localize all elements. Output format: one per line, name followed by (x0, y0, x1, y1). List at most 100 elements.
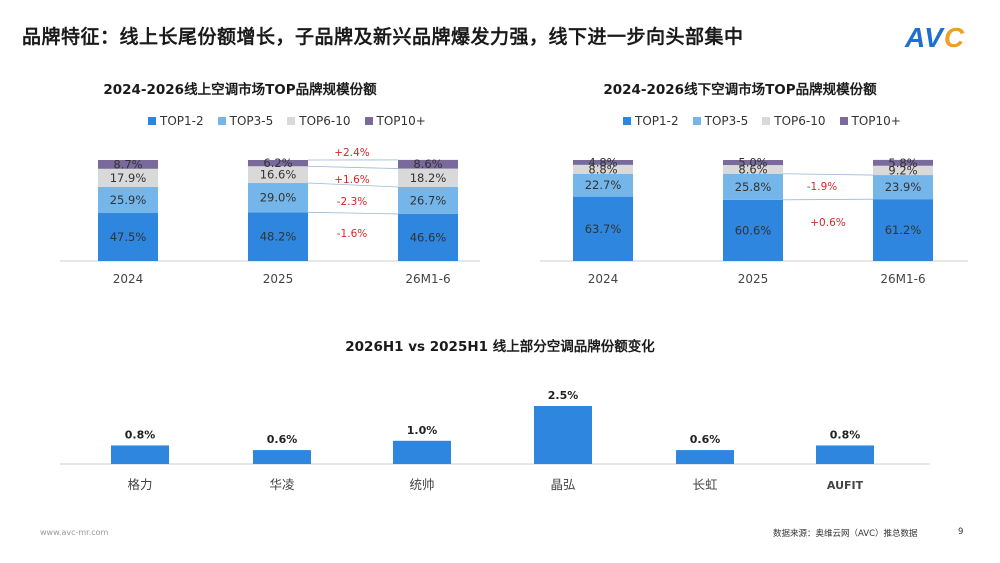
brand-value-label: 0.6% (690, 433, 721, 446)
online-chart-title: 2024-2026线上空调市场TOP品牌规模份额 (103, 82, 377, 98)
bar-segment-top6-10 (398, 168, 458, 187)
data-label: 25.9% (110, 193, 147, 207)
category-label: 26M1-6 (880, 272, 925, 286)
bar-segment-top1-2 (98, 213, 158, 261)
change-label: +0.6% (810, 217, 845, 229)
category-label: 2024 (588, 272, 619, 286)
bar-segment-top3-5 (873, 175, 933, 200)
online-legend: TOP1-2 TOP3-5 TOP6-10 TOP10+ (148, 114, 426, 128)
brand-change-chart-title: 2026H1 vs 2025H1 线上部分空调品牌份额变化 (345, 339, 655, 355)
category-label: 2025 (263, 272, 294, 286)
category-label: 2024 (113, 272, 144, 286)
offline-legend: TOP1-2 TOP3-5 TOP6-10 TOP10+ (623, 114, 901, 128)
bar-segment-top10-plus (723, 160, 783, 166)
bar-segment-top10-plus (98, 160, 158, 169)
data-label: 46.6% (410, 230, 447, 244)
data-label: 8.8% (588, 162, 617, 176)
legend-item-top6-10: TOP6-10 (287, 114, 351, 128)
brand-bar (253, 450, 311, 464)
bar-segment-top6-10 (873, 165, 933, 176)
bar-segment-top10-plus (248, 160, 308, 167)
brand-value-label: 0.8% (125, 428, 156, 441)
legend-item-top3-5: TOP3-5 (217, 114, 273, 128)
offline-chart-title: 2024-2026线下空调市场TOP品牌规模份额 (603, 82, 877, 98)
bar-segment-top10-plus (398, 159, 458, 169)
page-title: 品牌特征：线上长尾份额增长，子品牌及新兴品牌爆发力强，线下进一步向头部集中 (22, 26, 744, 48)
brand-value-label: 0.8% (830, 428, 861, 441)
change-label: -1.9% (807, 181, 837, 193)
bar-segment-top1-2 (573, 196, 633, 261)
data-label: 16.6% (260, 168, 297, 182)
bar-segment-top1-2 (248, 212, 308, 261)
data-label: 18.2% (410, 171, 447, 185)
data-label: 47.5% (110, 230, 147, 244)
data-label: 25.8% (735, 180, 772, 194)
data-label: 4.8% (588, 155, 617, 169)
bar-segment-top10-plus (573, 160, 633, 165)
brand-bar (816, 445, 874, 464)
data-label: 29.0% (260, 191, 297, 205)
bar-segment-top6-10 (248, 166, 308, 184)
data-label: 8.6% (738, 162, 767, 176)
bar-segment-top1-2 (398, 213, 458, 261)
brand-category-label: AUFIT (827, 479, 864, 492)
connector-line (782, 173, 874, 176)
brand-bar (111, 445, 169, 464)
data-label: 48.2% (260, 230, 297, 244)
bar-segment-top1-2 (723, 199, 783, 261)
data-source: 数据来源：奥维云网（AVC）推总数据 (773, 529, 918, 539)
bar-segment-top3-5 (398, 186, 458, 214)
legend-item-top10-plus: TOP10+ (364, 114, 426, 128)
bar-segment-top3-5 (248, 183, 308, 213)
connector-line (782, 198, 874, 201)
legend-item-top1-2: TOP1-2 (623, 114, 679, 128)
bar-segment-top3-5 (573, 173, 633, 197)
bar-segment-top1-2 (873, 199, 933, 261)
data-label: 26.7% (410, 193, 447, 207)
brand-category-label: 晶弘 (550, 477, 575, 492)
data-label: 8.7% (113, 157, 142, 171)
brand-value-label: 0.6% (267, 433, 298, 446)
bar-segment-top10-plus (873, 159, 933, 166)
brand-value-label: 1.0% (407, 424, 438, 437)
brand-category-label: 格力 (127, 477, 152, 492)
connector-line (307, 182, 399, 188)
brand-value-label: 2.5% (548, 389, 579, 402)
data-label: 5.0% (738, 156, 767, 170)
connector-line (307, 165, 399, 169)
legend-item-top10-plus: TOP10+ (839, 114, 901, 128)
page-number: 9 (958, 527, 964, 537)
legend-item-top6-10: TOP6-10 (762, 114, 826, 128)
bar-segment-top6-10 (573, 164, 633, 174)
brand-category-label: 统帅 (409, 477, 434, 492)
brand-category-label: 长虹 (692, 477, 718, 492)
category-label: 2025 (738, 272, 769, 286)
change-label: -1.6% (337, 228, 367, 240)
connector-line (307, 211, 399, 215)
change-label: +1.6% (334, 174, 369, 186)
data-label: 63.7% (585, 222, 622, 236)
brand-bar (534, 406, 592, 464)
data-label: 22.7% (585, 178, 622, 192)
category-label: 26M1-6 (405, 272, 450, 286)
data-label: 6.2% (263, 156, 292, 170)
change-label: +2.4% (334, 147, 369, 159)
data-label: 17.9% (110, 171, 147, 185)
bar-segment-top3-5 (98, 186, 158, 214)
bar-segment-top3-5 (723, 173, 783, 200)
data-label: 5.8% (888, 156, 917, 170)
brand-bar (393, 440, 451, 464)
legend-item-top3-5: TOP3-5 (692, 114, 748, 128)
data-label: 23.9% (885, 180, 922, 194)
bar-segment-top6-10 (98, 168, 158, 187)
footer-website: www.avc-mr.com (40, 528, 109, 537)
data-label: 61.2% (885, 223, 922, 237)
data-label: 9.2% (888, 163, 917, 177)
bar-segment-top6-10 (723, 165, 783, 174)
change-label: -2.3% (337, 196, 367, 208)
avc-logo: AVC (905, 22, 966, 53)
brand-category-label: 华凌 (269, 477, 295, 492)
data-label: 8.6% (413, 157, 442, 171)
legend-item-top1-2: TOP1-2 (148, 114, 204, 128)
